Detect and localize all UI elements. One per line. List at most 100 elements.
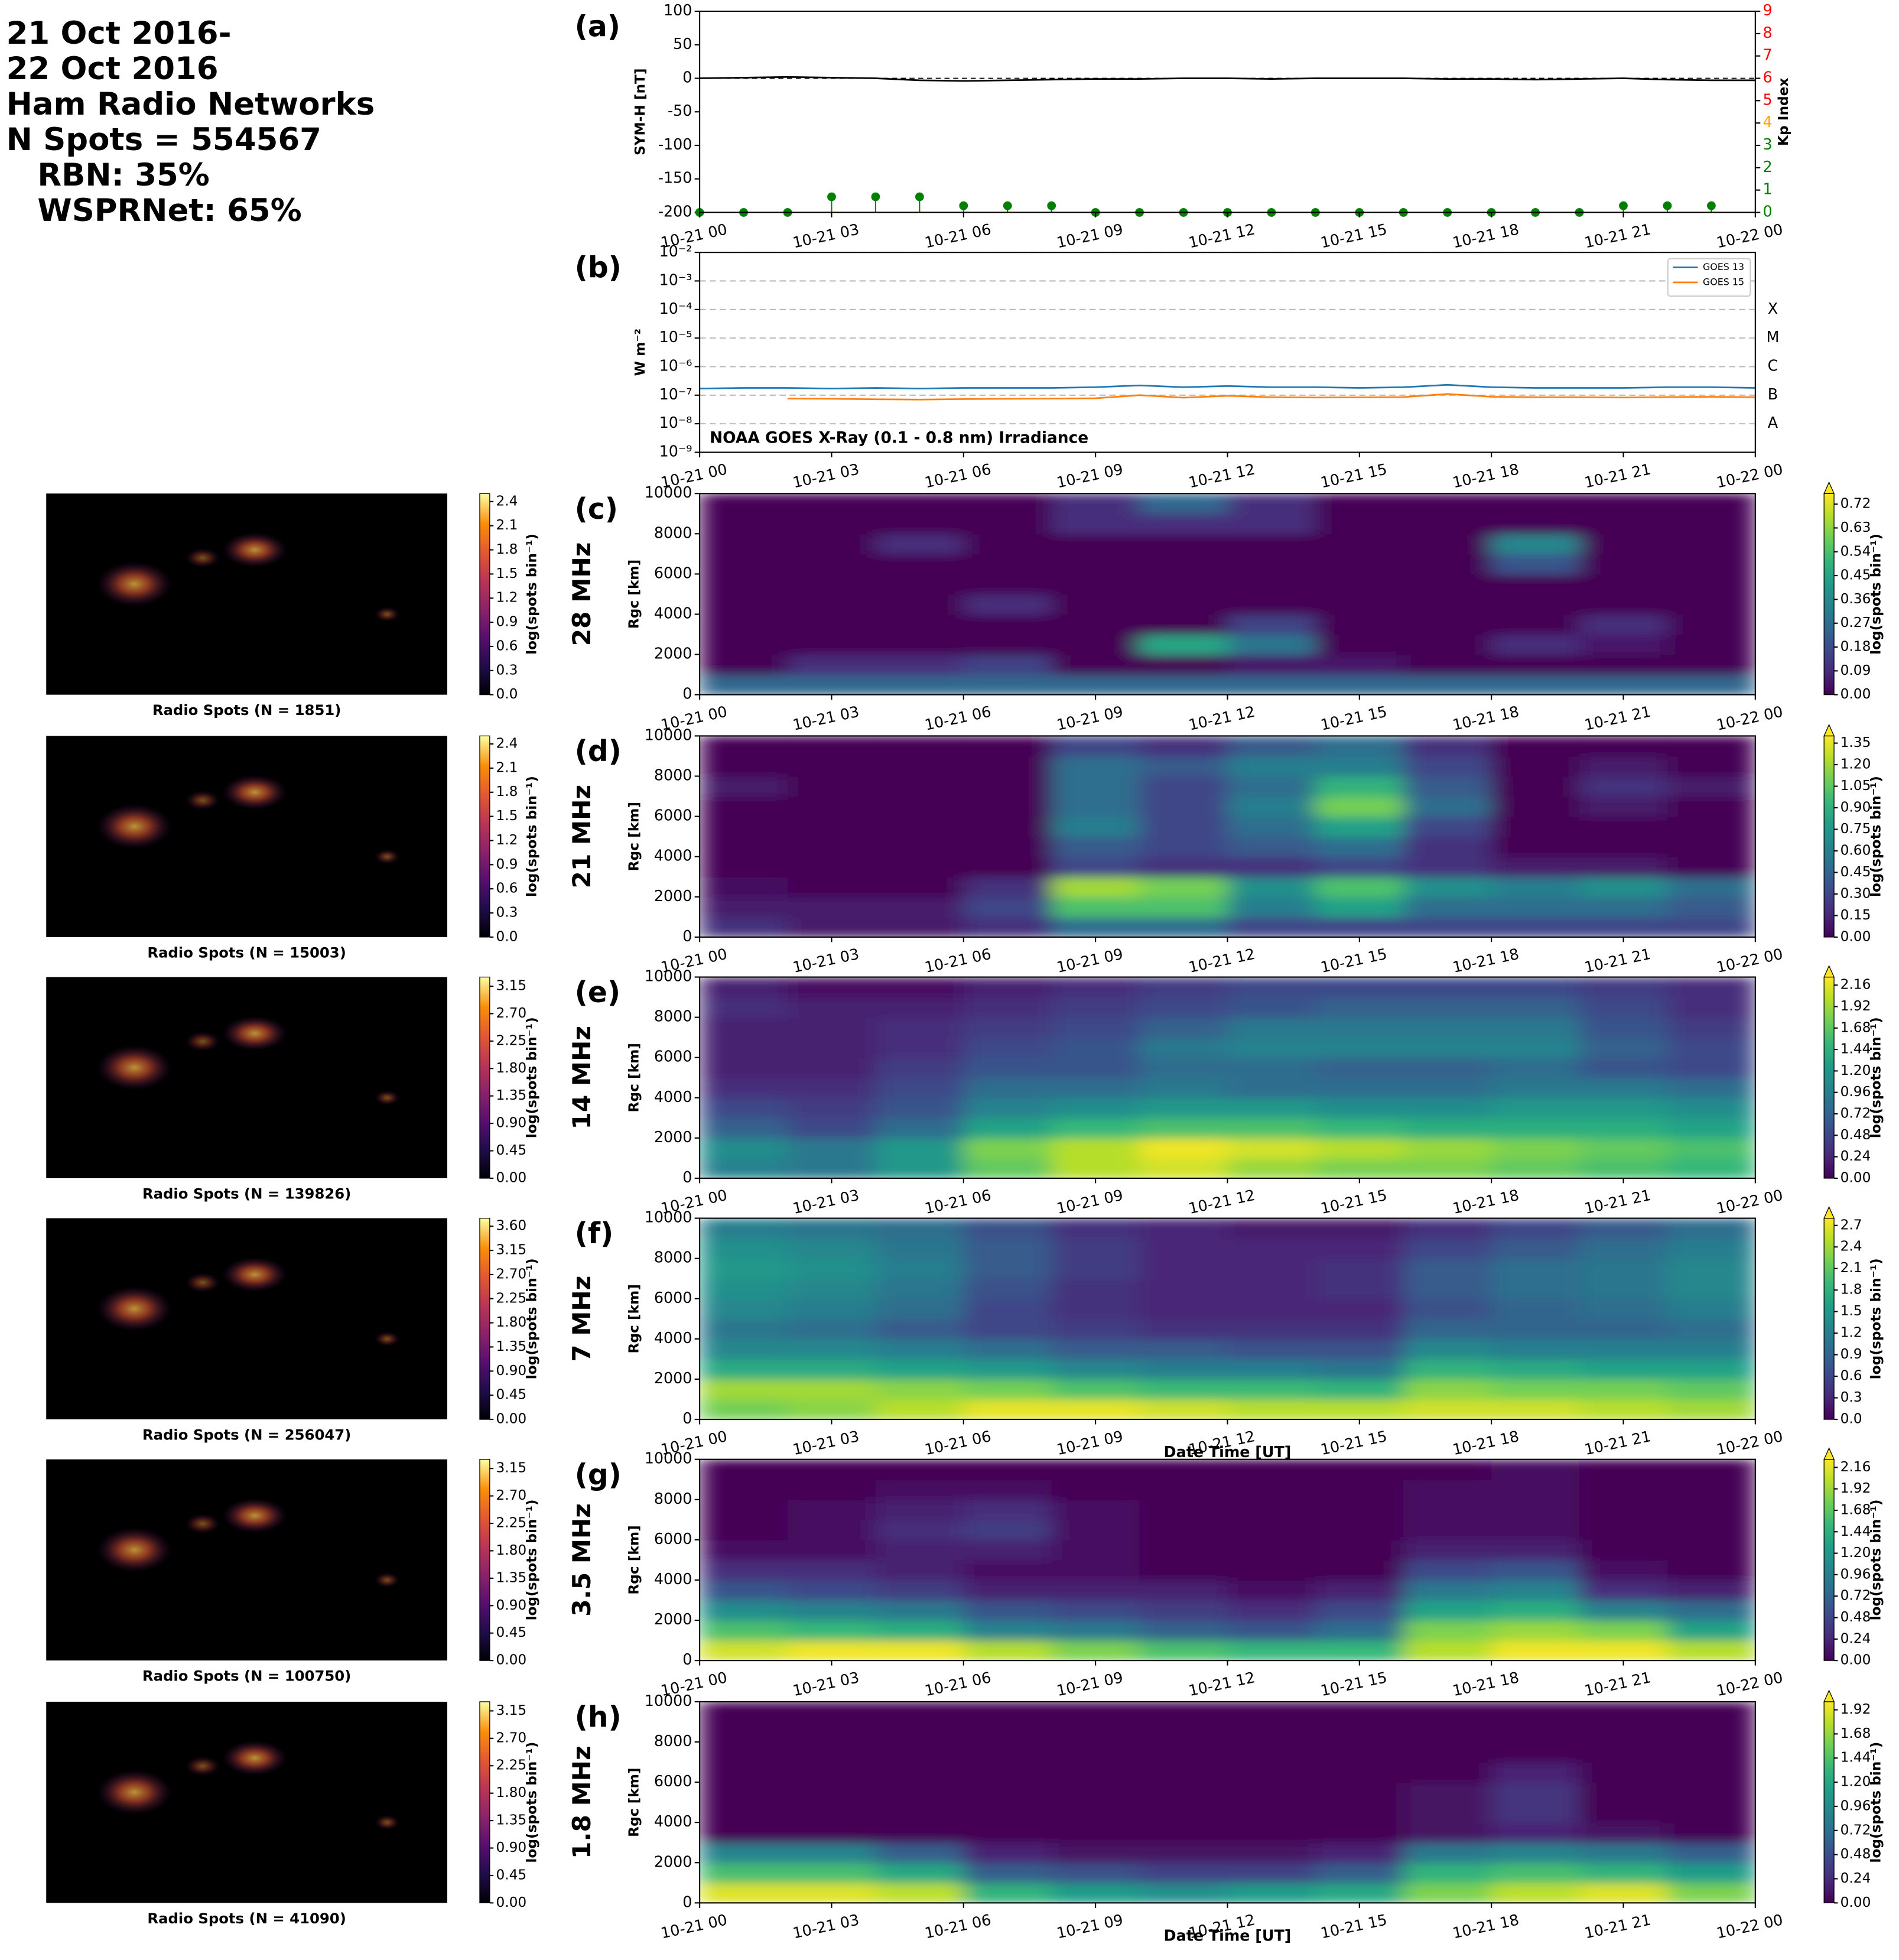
colorbar-tick-label: 0.9 bbox=[496, 856, 518, 872]
y-tick-label: 2000 bbox=[654, 645, 692, 662]
y-tick-label: 10⁻⁸ bbox=[659, 414, 692, 431]
heatmap-cell bbox=[787, 1218, 876, 1239]
heatmap-cell bbox=[875, 1459, 964, 1480]
heatmap-cell bbox=[1667, 1620, 1755, 1642]
y-tick-label: 10⁻⁷ bbox=[659, 385, 692, 403]
colorbar bbox=[479, 493, 490, 695]
heatmap-cell bbox=[1051, 554, 1140, 575]
heatmap-cell bbox=[1667, 1802, 1755, 1824]
heatmap-cell bbox=[963, 654, 1052, 675]
heatmap-cell bbox=[700, 1802, 789, 1824]
heatmap-cell bbox=[1227, 1298, 1316, 1319]
heatmap-cell bbox=[787, 1318, 876, 1340]
heatmap-cell bbox=[1227, 654, 1316, 675]
heatmap-cell bbox=[875, 594, 964, 615]
x-tick-label: 10-21 21 bbox=[1583, 1668, 1653, 1699]
heatmap-cell bbox=[1315, 1782, 1404, 1803]
y-axis-label: Rgc [km] bbox=[626, 1284, 642, 1353]
heatmap-cell bbox=[1139, 1479, 1228, 1500]
heatmap-cell bbox=[1139, 1883, 1228, 1903]
heatmap-cell bbox=[1315, 1459, 1404, 1480]
y-tick-label: 4000 bbox=[654, 1570, 692, 1588]
heatmap-cell bbox=[1315, 1278, 1404, 1299]
heatmap-cell bbox=[963, 1863, 1052, 1884]
colorbar-tick-label: 0.72 bbox=[1841, 1822, 1871, 1838]
heatmap-cell bbox=[1051, 1883, 1140, 1903]
heatmap-cell bbox=[1403, 876, 1492, 898]
colorbar-tick-label: 0.24 bbox=[1841, 1148, 1871, 1164]
heatmap-cell bbox=[1139, 674, 1228, 695]
heatmap-cell bbox=[963, 493, 1052, 515]
heatmap-cell bbox=[1491, 654, 1581, 675]
heatmap-cell bbox=[1051, 1539, 1140, 1561]
heatmap-cell bbox=[875, 816, 964, 837]
colorbar bbox=[1823, 735, 1835, 938]
heatmap-cell bbox=[700, 816, 789, 837]
heatmap-cells bbox=[700, 493, 1755, 695]
x-tick-label: 10-22 00 bbox=[1715, 1668, 1784, 1699]
heatmap-cell bbox=[1051, 634, 1140, 655]
heatmap-cell bbox=[787, 1338, 876, 1360]
y-axis-label: Rgc [km] bbox=[626, 1525, 642, 1594]
heatmap-cell bbox=[875, 1579, 964, 1601]
heatmap-cell bbox=[1139, 1158, 1228, 1178]
colorbar-tick-label: 1.2 bbox=[1841, 1325, 1862, 1341]
heatmap-cell bbox=[1139, 1278, 1228, 1299]
x-tick-label: 10-21 09 bbox=[1055, 1910, 1125, 1942]
heatmap-cell bbox=[1139, 534, 1228, 555]
y-tick-label: 10000 bbox=[645, 1692, 692, 1709]
heatmap-cell bbox=[787, 776, 876, 797]
band-label: 3.5 MHz bbox=[567, 1503, 596, 1617]
y-tick-label: 4000 bbox=[654, 1812, 692, 1830]
heatmap-cell bbox=[1403, 1318, 1492, 1340]
heatmap-cell bbox=[787, 1883, 876, 1903]
heatmap-cell bbox=[1403, 634, 1492, 655]
y-tick-label: 10000 bbox=[645, 726, 692, 743]
y-tick-label: 4000 bbox=[654, 847, 692, 864]
heatmap-cell bbox=[1579, 1017, 1668, 1038]
colorbar-label: log(spots bin⁻¹) bbox=[1868, 1258, 1884, 1379]
heatmap-cell bbox=[1227, 1721, 1316, 1743]
colorbar-extend bbox=[1823, 1689, 1835, 1702]
heatmap-cell bbox=[963, 1600, 1052, 1621]
heatmap-cell bbox=[1051, 1620, 1140, 1642]
heatmap-cell bbox=[1579, 796, 1668, 817]
heatmap-cell bbox=[875, 876, 964, 898]
heatmap-cell bbox=[875, 1519, 964, 1540]
heatmap-cell bbox=[1491, 1762, 1581, 1783]
y-axis-label: Rgc [km] bbox=[626, 802, 642, 871]
x-tick-label: 10-21 15 bbox=[1319, 1427, 1389, 1458]
heatmap-cell bbox=[875, 1379, 964, 1400]
colorbar bbox=[1823, 1217, 1835, 1420]
heatmap-cell bbox=[963, 836, 1052, 857]
heatmap-cell bbox=[700, 876, 789, 898]
x-tick-label: 10-21 21 bbox=[1583, 220, 1653, 251]
heatmap-cell bbox=[875, 1559, 964, 1581]
heatmap-cell bbox=[1667, 1863, 1755, 1884]
heatmap-cell bbox=[1403, 1037, 1492, 1058]
heatmap-cell bbox=[875, 1802, 964, 1824]
heatmap-cell bbox=[1491, 1822, 1581, 1844]
y-tick-label: 6000 bbox=[654, 1289, 692, 1306]
heatmap-cell bbox=[700, 614, 789, 635]
heatmap-cell bbox=[1315, 1017, 1404, 1038]
heatmap-cell bbox=[1491, 1499, 1581, 1520]
heatmap-cell bbox=[1579, 1158, 1668, 1178]
heatmap-cell bbox=[1491, 876, 1581, 898]
heatmap-cell bbox=[963, 674, 1052, 695]
heatmap-cell bbox=[875, 1499, 964, 1520]
heatmap-cell bbox=[1667, 1037, 1755, 1058]
colorbar-tick-label: 0.09 bbox=[1841, 662, 1871, 678]
heatmap-cell bbox=[1227, 1519, 1316, 1540]
heatmap-cell bbox=[1403, 1883, 1492, 1903]
heatmap-cell bbox=[1403, 776, 1492, 797]
heatmap-cell bbox=[1315, 674, 1404, 695]
heatmap-cell bbox=[1403, 654, 1492, 675]
heatmap-cell bbox=[1491, 1258, 1581, 1279]
x-tick-label: 10-21 06 bbox=[923, 945, 993, 976]
heatmap-cell bbox=[1315, 1620, 1404, 1642]
y-tick-label: 100 bbox=[664, 1, 692, 19]
heatmap-cell bbox=[1227, 1701, 1316, 1723]
y-tick-label: 0 bbox=[682, 1893, 692, 1910]
heatmap-cell bbox=[1139, 1499, 1228, 1520]
